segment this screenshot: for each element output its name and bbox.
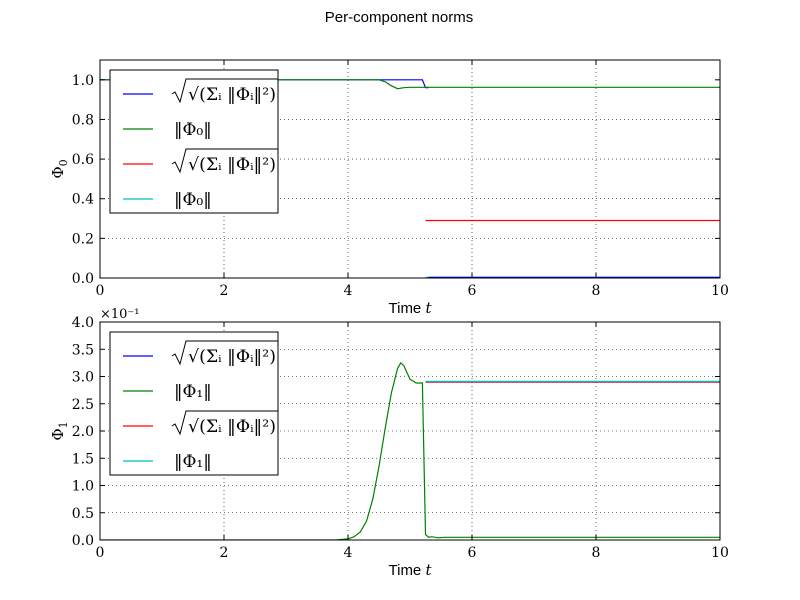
figure-suptitle: Per-component norms xyxy=(325,9,473,26)
series-group xyxy=(100,361,720,540)
y-axis-label: Φ1 xyxy=(49,421,70,440)
y-tick-label: 0.0 xyxy=(72,533,94,549)
x-tick-label: 6 xyxy=(468,545,477,561)
x-tick-label: 10 xyxy=(711,545,729,561)
x-tick-label: 4 xyxy=(344,283,353,299)
y-tick-label: 1.0 xyxy=(72,73,94,89)
x-tick-label: 2 xyxy=(220,283,229,299)
y-tick-label: 0.6 xyxy=(72,152,94,168)
y-tick-label: 1.5 xyxy=(72,451,94,467)
axes-frame xyxy=(99,59,721,279)
x-tick-label: 8 xyxy=(592,283,601,299)
legend: √(Σᵢ ‖Φᵢ‖²) ‖Φ₀‖ √(Σᵢ ‖Φᵢ‖²) ‖Φ₀‖ xyxy=(109,69,279,214)
legend-radical-0 xyxy=(171,78,278,104)
y-tick-label: 0.8 xyxy=(72,112,94,128)
x-tick-label: 0 xyxy=(96,545,105,561)
x-tick-label: 2 xyxy=(220,545,229,561)
y-tick-label: 0.4 xyxy=(72,192,94,208)
legend: √(Σᵢ ‖Φᵢ‖²) ‖Φ₁‖ √(Σᵢ ‖Φᵢ‖²) ‖Φ₁‖ xyxy=(109,331,279,476)
legend-label-2: √(Σᵢ ‖Φᵢ‖²) xyxy=(188,155,276,175)
y-axis-multiplier: ×10⁻¹ xyxy=(100,307,140,322)
legend-radical-2 xyxy=(171,148,278,174)
legend-label-0: √(Σᵢ ‖Φᵢ‖²) xyxy=(188,85,276,105)
x-axis-label: Time t xyxy=(389,299,433,317)
y-tick-label: 4.0 xyxy=(72,315,94,331)
legend-label-1: ‖Φ₁‖ xyxy=(174,382,212,402)
x-axis-label: Time t xyxy=(389,561,433,579)
x-tick-label: 0 xyxy=(96,283,105,299)
legend-radical-2 xyxy=(171,410,278,436)
series-line-1 xyxy=(100,361,720,540)
y-tick-label: 2.5 xyxy=(72,397,94,413)
y-axis-label: Φ0 xyxy=(49,159,70,178)
y-tick-label: 2.0 xyxy=(72,424,94,440)
legend-label-3: ‖Φ₀‖ xyxy=(174,190,212,210)
y-tick-label: 0.2 xyxy=(72,231,94,247)
x-tick-label: 10 xyxy=(711,283,729,299)
y-tick-label: 3.0 xyxy=(72,370,94,386)
legend-label-3: ‖Φ₁‖ xyxy=(174,452,212,472)
y-tick-label: 0.0 xyxy=(72,271,94,287)
y-tick-label: 0.5 xyxy=(72,506,94,522)
subplot-top: 0 2 4 6 8 10 0.0 0.2 0.4 0.6 0.8 1.0 Time t Φ0 √(Σᵢ ‖Φ… xyxy=(49,59,729,317)
legend-label-0: √(Σᵢ ‖Φᵢ‖²) xyxy=(188,347,276,367)
x-tick-label: 4 xyxy=(344,545,353,561)
subplot-bottom: 0 2 4 6 8 10 0.0 0.5 1.0 1.5 2.0 2.5 3.0 3.5 4.0 ×10⁻¹ T… xyxy=(49,307,729,579)
series-line-1 xyxy=(100,79,720,90)
x-tick-label: 8 xyxy=(592,545,601,561)
y-tick-label: 3.5 xyxy=(72,342,94,358)
legend-label-1: ‖Φ₀‖ xyxy=(174,120,212,140)
x-tick-label: 6 xyxy=(468,283,477,299)
legend-label-2: √(Σᵢ ‖Φᵢ‖²) xyxy=(188,417,276,437)
legend-radical-0 xyxy=(171,340,278,366)
y-tick-label: 1.0 xyxy=(72,479,94,495)
